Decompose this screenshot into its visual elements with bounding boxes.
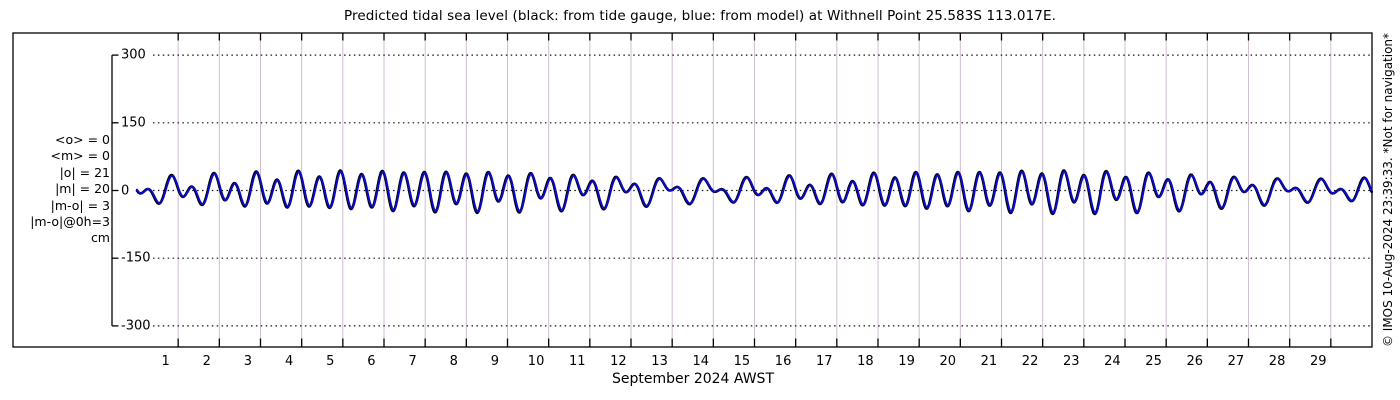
x-tick-label: 23: [1062, 354, 1080, 369]
x-tick-label: 5: [326, 354, 335, 369]
x-tick-label: 9: [490, 354, 500, 369]
watermark-vertical: © IMOS 10-Aug-2024 23:39:33. *Not for na…: [1381, 32, 1395, 348]
x-tick-label: 10: [527, 354, 545, 369]
y-tick-label: -300: [121, 318, 151, 334]
x-tick-label: 18: [857, 354, 874, 369]
stats-unit-label: cm: [90, 230, 110, 246]
x-tick-label: 22: [1021, 354, 1039, 369]
x-tick-label: 13: [651, 354, 668, 369]
x-tick-label: 8: [449, 354, 458, 369]
y-tick-label: -150: [121, 250, 151, 266]
stats-line-mean-obs: <o> = 0: [55, 132, 110, 147]
x-tick-label: 19: [898, 354, 915, 369]
x-tick-label: 20: [939, 354, 957, 369]
stats-line-mean-model: <m> = 0: [50, 148, 111, 164]
stats-line-abs-diff: |m-o| = 3: [50, 197, 110, 213]
y-tick-label: 150: [121, 115, 146, 131]
y-tick-label: 0: [121, 183, 130, 198]
x-tick-label: 6: [367, 354, 376, 369]
x-tick-label: 16: [774, 354, 792, 369]
x-tick-label: 24: [1104, 354, 1121, 369]
x-tick-label: 28: [1268, 354, 1286, 369]
x-tick-label: 25: [1145, 354, 1162, 369]
x-tick-label: 1: [161, 354, 170, 369]
x-tick-label: 15: [733, 354, 751, 369]
x-tick-label: 4: [284, 354, 294, 369]
stats-line-abs-obs: |o| = 21: [59, 164, 110, 180]
x-tick-label: 17: [815, 354, 833, 369]
stats-block: <o> = 0 <m> = 0 |o| = 21 |m| = 20 |m-o| …: [0, 132, 110, 247]
model-line: [136, 170, 1373, 214]
x-tick-label: 26: [1186, 354, 1204, 369]
x-tick-label: 2: [202, 354, 211, 369]
x-tick-label: 11: [568, 354, 586, 369]
x-tick-label: 14: [692, 354, 710, 369]
chart-title: Predicted tidal sea level (black: from t…: [343, 8, 1057, 24]
x-tick-label: 3: [243, 354, 253, 369]
x-tick-label: 21: [980, 354, 998, 369]
x-tick-label: 7: [408, 354, 417, 369]
x-axis-title: September 2024 AWST: [611, 371, 774, 387]
y-tick-label: 300: [121, 47, 146, 63]
stats-line-abs-diff-0h: |m-o|@0h=3: [30, 214, 110, 230]
x-tick-label: 12: [610, 354, 627, 369]
x-tick-label: 27: [1227, 354, 1245, 369]
stats-line-abs-model: |m| = 20: [55, 181, 110, 197]
x-tick-label: 29: [1309, 354, 1327, 369]
